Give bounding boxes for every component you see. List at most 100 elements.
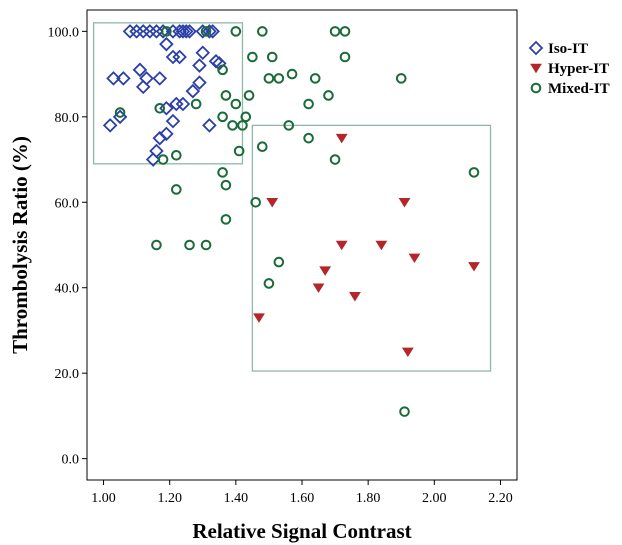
point-hyper-it <box>375 240 388 251</box>
x-tick-label: 1.20 <box>157 491 182 506</box>
point-iso-it <box>106 71 121 86</box>
point-iso-it <box>165 24 181 39</box>
point-iso-it <box>182 24 197 39</box>
point-mixed-it <box>266 51 278 63</box>
point-mixed-it <box>303 98 314 110</box>
point-hyper-it <box>398 198 411 208</box>
point-mixed-it <box>230 26 242 37</box>
point-iso-it <box>205 24 220 39</box>
data-points <box>102 24 480 417</box>
point-mixed-it <box>339 51 351 63</box>
point-iso-it <box>192 58 207 73</box>
point-mixed-it <box>220 214 232 225</box>
point-iso-it <box>165 49 181 65</box>
point-iso-it <box>149 24 164 39</box>
point-mixed-it <box>217 167 228 178</box>
point-mixed-it <box>200 26 212 37</box>
x-tick-label: 1.00 <box>91 491 116 506</box>
point-mixed-it <box>171 184 182 195</box>
point-mixed-it <box>220 90 232 101</box>
legend-label-hyper-it: Hyper-IT <box>548 61 609 77</box>
point-hyper-it <box>266 198 279 208</box>
point-mixed-it <box>329 26 341 37</box>
y-tick-label: 40.0 <box>55 282 80 297</box>
point-mixed-it <box>247 51 258 63</box>
point-iso-it <box>152 71 168 86</box>
point-iso-it <box>178 24 194 39</box>
point-iso-it <box>159 36 174 52</box>
point-mixed-it <box>220 179 232 191</box>
y-axis-title: Thrombolysis Ratio (%) <box>8 136 32 354</box>
point-iso-it <box>185 83 201 99</box>
point-iso-it <box>142 24 158 39</box>
legend: Iso-IT Hyper-IT Mixed-IT <box>528 40 610 97</box>
legend-marker-hyper-it <box>530 63 542 74</box>
point-mixed-it <box>286 68 298 80</box>
point-mixed-it <box>257 26 268 37</box>
point-mixed-it <box>309 73 321 84</box>
point-iso-it <box>102 118 118 133</box>
legend-label-iso-it: Iso-IT <box>548 41 588 57</box>
point-mixed-it <box>200 239 212 251</box>
point-iso-it <box>202 24 217 39</box>
axis-ticks: 1.00 1.20 1.40 1.60 1.80 2.00 2.20 0.0 20.0 40.0 6… <box>48 25 513 506</box>
x-tick-label: 1.60 <box>290 491 315 506</box>
legend-label-mixed-it: Mixed-IT <box>548 81 610 97</box>
x-tick-label: 1.80 <box>356 491 381 506</box>
point-mixed-it <box>263 73 275 84</box>
point-mixed-it <box>217 111 228 123</box>
point-iso-it <box>165 113 181 129</box>
point-iso-it <box>172 24 187 39</box>
point-mixed-it <box>395 73 407 84</box>
point-hyper-it <box>253 313 265 323</box>
x-tick-label: 1.40 <box>224 491 249 506</box>
legend-marker-mixed-it <box>530 82 542 94</box>
plot-area <box>86 9 518 481</box>
x-tick-label: 2.00 <box>422 491 447 506</box>
point-mixed-it <box>151 239 162 251</box>
point-iso-it <box>155 24 171 39</box>
point-mixed-it <box>237 120 248 131</box>
point-mixed-it <box>263 278 275 289</box>
y-tick-label: 0.0 <box>62 453 80 468</box>
point-iso-it <box>132 62 148 78</box>
point-mixed-it <box>339 26 351 37</box>
point-iso-it <box>129 24 144 39</box>
point-iso-it <box>169 96 184 112</box>
point-iso-it <box>122 24 138 39</box>
point-mixed-it <box>323 90 334 101</box>
point-mixed-it <box>227 120 238 131</box>
point-iso-it <box>152 130 168 146</box>
point-mixed-it <box>154 102 166 114</box>
x-axis-title: Relative Signal Contrast <box>192 519 411 543</box>
point-hyper-it <box>335 133 348 144</box>
region-box-1 <box>92 22 244 165</box>
point-mixed-it <box>190 98 202 110</box>
point-iso-it <box>175 96 191 112</box>
point-iso-it <box>135 79 151 95</box>
point-iso-it <box>175 24 191 39</box>
point-iso-it <box>145 152 161 167</box>
y-tick-label: 80.0 <box>55 111 80 126</box>
point-mixed-it <box>468 167 480 178</box>
point-iso-it <box>192 75 207 90</box>
point-hyper-it <box>319 266 332 276</box>
point-mixed-it <box>233 145 245 157</box>
point-mixed-it <box>257 141 268 153</box>
point-mixed-it <box>399 406 410 417</box>
point-iso-it <box>159 100 174 116</box>
region-boxes <box>92 22 492 372</box>
point-mixed-it <box>283 120 295 131</box>
point-hyper-it <box>312 283 325 293</box>
point-mixed-it <box>273 73 285 84</box>
point-mixed-it <box>273 256 285 268</box>
point-mixed-it <box>184 239 195 251</box>
point-mixed-it <box>250 196 261 208</box>
point-iso-it <box>116 71 131 86</box>
point-mixed-it <box>230 98 242 110</box>
point-mixed-it <box>114 107 126 118</box>
point-mixed-it <box>171 149 182 161</box>
legend-marker-iso-it <box>528 40 544 56</box>
point-mixed-it <box>157 154 169 165</box>
